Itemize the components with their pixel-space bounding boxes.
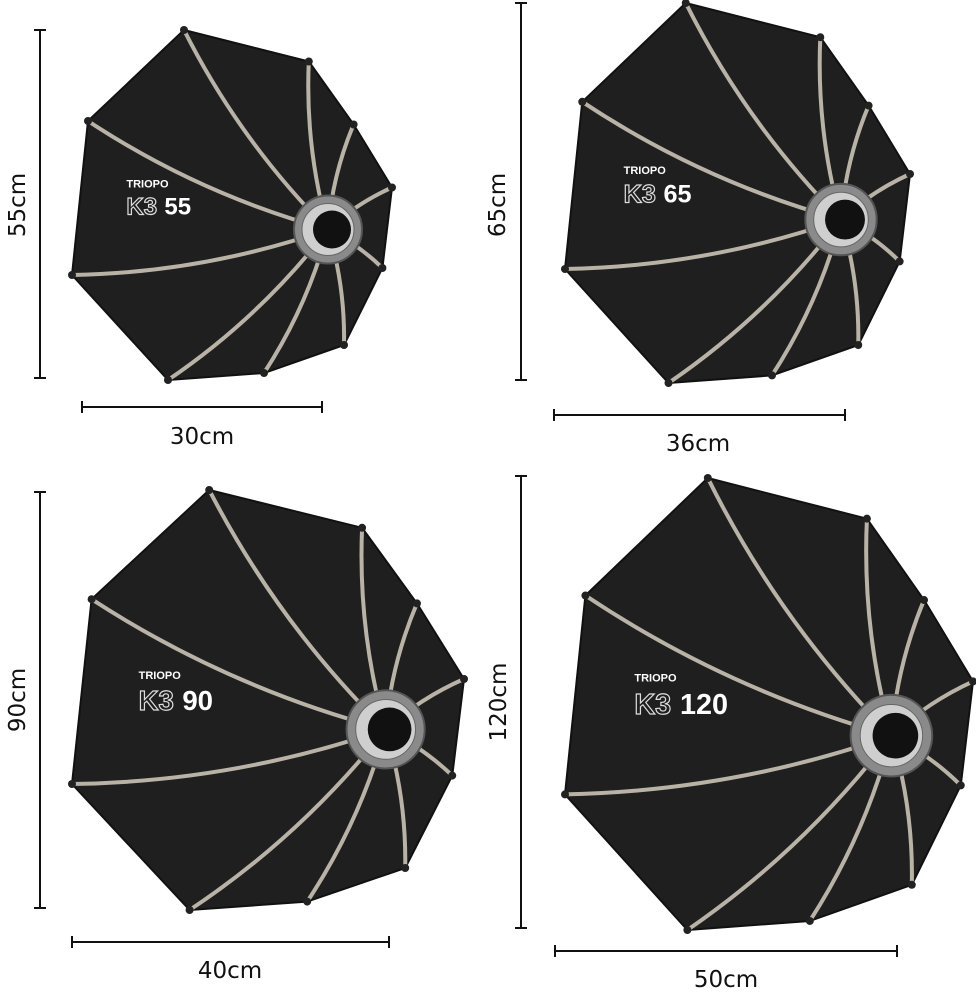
mount-opening xyxy=(313,210,351,249)
rib-tip xyxy=(956,781,965,790)
height-label: 55cm xyxy=(5,173,31,237)
model-size: 55 xyxy=(164,194,191,221)
rib-tip xyxy=(401,864,410,872)
softbox-rib xyxy=(70,727,388,786)
rib-tip xyxy=(561,790,569,799)
rib-tip xyxy=(412,599,421,608)
rib-tip xyxy=(578,97,587,106)
softbox-rib xyxy=(563,733,894,797)
model-size: 90 xyxy=(182,685,213,716)
brand-logo: TRIOPO xyxy=(634,672,677,684)
model-size: 120 xyxy=(680,689,728,721)
rib-tip xyxy=(205,486,214,494)
rib-tip xyxy=(388,183,396,192)
rib-tip xyxy=(768,371,776,380)
rib-tip xyxy=(68,780,76,788)
rib-tip xyxy=(87,595,96,604)
height-label: 120cm xyxy=(486,663,512,742)
rib-tip xyxy=(340,341,348,349)
rib-tip xyxy=(816,33,825,42)
softbox-rib xyxy=(89,597,388,732)
rib-tip xyxy=(895,257,904,266)
rib-tip xyxy=(681,0,690,7)
series-logo: K3 xyxy=(126,194,157,221)
softbox-product: TRIOPO K3 120 xyxy=(561,474,976,934)
brand-logo: TRIOPO xyxy=(139,670,182,682)
rib-tip xyxy=(185,906,194,914)
rib-tip xyxy=(906,170,914,178)
mount-opening xyxy=(825,199,865,240)
height-label: 90cm xyxy=(5,668,31,732)
rib-tip xyxy=(703,474,712,482)
rib-tip xyxy=(349,120,358,129)
rib-tip xyxy=(358,523,367,532)
softbox-product: TRIOPO K3 90 xyxy=(68,486,468,914)
rib-tip xyxy=(164,376,172,384)
softbox-product: TRIOPO K3 55 xyxy=(68,26,396,384)
depth-label: 36cm xyxy=(666,431,730,457)
softbox-rib xyxy=(583,593,894,738)
rib-tip xyxy=(907,880,916,889)
series-logo: K3 xyxy=(624,180,656,208)
softbox-product: TRIOPO K3 65 xyxy=(561,0,914,387)
mount-opening xyxy=(872,712,919,759)
rib-tip xyxy=(864,101,873,110)
depth-label: 50cm xyxy=(694,967,758,992)
rib-tip xyxy=(68,271,76,279)
rib-tip xyxy=(805,916,814,925)
rib-tip xyxy=(84,117,92,125)
rib-tip xyxy=(581,591,590,600)
model-size: 65 xyxy=(664,180,692,208)
mount-opening xyxy=(367,707,412,752)
depth-label: 40cm xyxy=(198,958,262,984)
rib-tip xyxy=(561,265,569,273)
rib-tip xyxy=(180,26,188,34)
series-logo: K3 xyxy=(139,685,174,716)
rib-tip xyxy=(260,369,268,377)
rib-tip xyxy=(303,897,312,906)
height-label: 65cm xyxy=(485,173,511,237)
rib-tip xyxy=(862,514,871,523)
brand-logo: TRIOPO xyxy=(624,165,667,177)
rib-tip xyxy=(683,926,692,934)
rib-tip xyxy=(448,771,457,780)
rib-tip xyxy=(378,264,387,272)
brand-logo: TRIOPO xyxy=(126,179,169,191)
rib-tip xyxy=(460,675,468,683)
rib-tip xyxy=(920,596,929,605)
rib-tip xyxy=(854,341,863,349)
rib-tip xyxy=(969,677,976,686)
series-logo: K3 xyxy=(634,689,671,721)
depth-label: 30cm xyxy=(170,424,234,450)
rib-tip xyxy=(304,57,313,66)
rib-tip xyxy=(664,379,673,387)
